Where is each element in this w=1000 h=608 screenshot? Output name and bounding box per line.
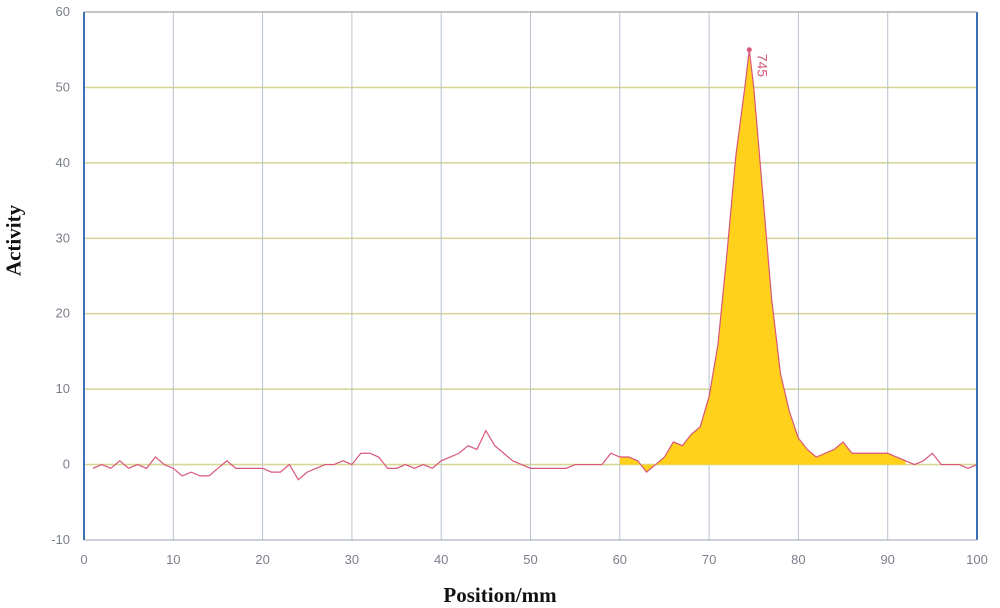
axis-layer — [83, 11, 978, 541]
y-tick-label: 20 — [56, 306, 70, 321]
y-tick-label: 0 — [63, 457, 70, 472]
annotation-layer: 745 — [746, 47, 770, 78]
x-tick-label: 30 — [345, 552, 359, 567]
peak-marker — [746, 47, 752, 53]
y-tick-label: 10 — [56, 381, 70, 396]
peak-fill-area — [619, 49, 906, 473]
y-tick-label: 50 — [56, 79, 70, 94]
y-tick-label: -10 — [51, 532, 70, 547]
y-axis-label: Activity — [1, 204, 26, 277]
x-tick-label: 60 — [613, 552, 627, 567]
x-tick-label: 100 — [966, 552, 988, 567]
x-tick-label: 90 — [880, 552, 894, 567]
x-tick-label: 20 — [255, 552, 269, 567]
x-tick-label: 50 — [523, 552, 537, 567]
x-axis-label: Position/mm — [443, 583, 557, 607]
activity-series-line — [92, 49, 978, 481]
peak-label: 745 — [754, 54, 770, 78]
y-tick-label: 60 — [56, 4, 70, 19]
x-tick-label: 70 — [702, 552, 716, 567]
x-tick-label: 10 — [166, 552, 180, 567]
y-tick-label: 40 — [56, 155, 70, 170]
x-tick-label: 40 — [434, 552, 448, 567]
x-tick-label: 80 — [791, 552, 805, 567]
area-layer — [619, 49, 906, 473]
y-tick-label: 30 — [56, 230, 70, 245]
line-layer — [92, 49, 978, 481]
tick-layer: -10 0 10 20 30 40 50 60 0 10 20 30 40 50 60 70 80 90 100 — [51, 4, 988, 567]
x-tick-label: 0 — [80, 552, 87, 567]
